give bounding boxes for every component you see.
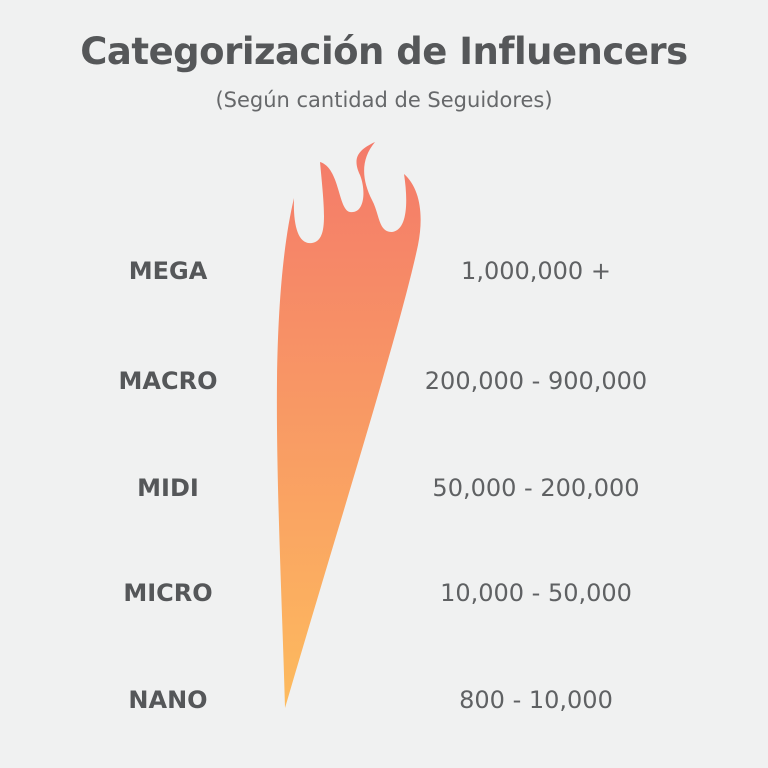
page-title: Categorización de Influencers [80, 30, 688, 73]
tier-name-macro: MACRO [118, 367, 218, 395]
page-subtitle: (Según cantidad de Seguidores) [215, 88, 553, 112]
tier-name-mega: MEGA [128, 257, 208, 285]
tier-name-nano: NANO [128, 686, 208, 714]
tier-range-macro: 200,000 - 900,000 [424, 367, 648, 395]
tier-range-midi: 50,000 - 200,000 [432, 474, 640, 502]
tier-range-micro: 10,000 - 50,000 [440, 579, 632, 607]
flame-shape [276, 142, 421, 708]
tier-range-mega: 1,000,000 + [461, 257, 611, 285]
tier-name-micro: MICRO [123, 579, 213, 607]
tier-name-midi: MIDI [137, 474, 199, 502]
tier-range-nano: 800 - 10,000 [459, 686, 613, 714]
